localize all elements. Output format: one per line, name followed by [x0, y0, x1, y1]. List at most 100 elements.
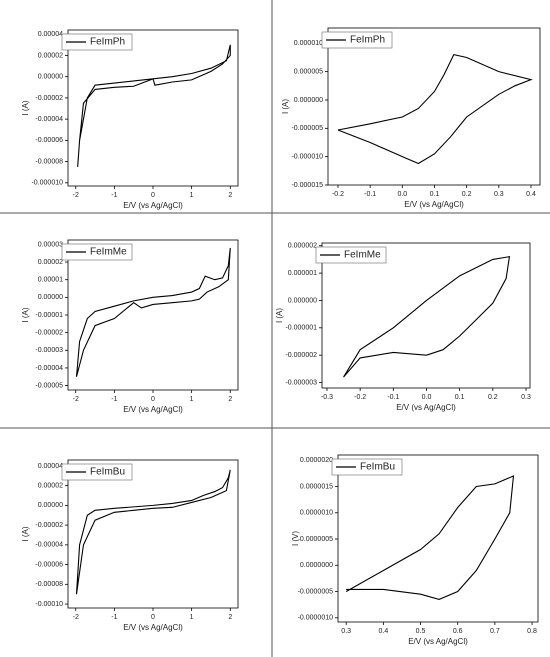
x-tick-label: 1 — [190, 396, 194, 403]
x-tick-label: 0.2 — [462, 191, 472, 198]
x-tick-label: -1 — [111, 192, 117, 199]
x-tick-label: 2 — [228, 396, 232, 403]
y-tick-label: -0.000010 — [31, 180, 63, 187]
y-tick-label: -0.00006 — [35, 561, 63, 568]
y-tick-label: -0.0000010 — [298, 615, 334, 622]
y-axis-label: I (A) — [21, 307, 30, 322]
x-tick-label: -2 — [73, 614, 79, 621]
y-tick-label: -0.000001 — [285, 325, 317, 332]
x-tick-label: -1 — [111, 396, 117, 403]
x-axis-label: E/V (vs Ag/AgCl) — [408, 637, 468, 646]
x-tick-label: -0.2 — [332, 191, 344, 198]
legend-label: FeImPh — [90, 37, 125, 48]
y-tick-label: -0.00002 — [35, 95, 63, 102]
y-tick-label: 0.00002 — [38, 482, 63, 489]
legend-box — [331, 458, 403, 476]
cv-curve — [75, 247, 231, 377]
x-axis-label: E/V (vs Ag/AgCl) — [123, 623, 183, 632]
y-tick-label: -0.0000005 — [298, 588, 334, 595]
plot-frame — [67, 459, 239, 609]
legend-label: FeImMe — [344, 250, 381, 261]
y-tick-label: -0.00001 — [35, 312, 63, 319]
legend-label: FeImBu — [90, 467, 125, 478]
x-tick-label: 0.0 — [422, 394, 432, 401]
y-tick-label: -0.00002 — [35, 522, 63, 529]
x-axis-label: E/V (vs Ag/AgCl) — [404, 200, 464, 209]
plot-frame — [67, 29, 239, 187]
y-axis-label: I (V) — [291, 531, 300, 546]
legend-box — [315, 246, 387, 264]
x-tick-label: 0.7 — [490, 628, 500, 635]
y-tick-label: 0.000000 — [294, 97, 323, 104]
y-tick-label: -0.00004 — [35, 365, 63, 372]
cv-curve — [77, 44, 231, 167]
x-tick-label: -2 — [73, 396, 79, 403]
x-tick-label: 0.3 — [494, 191, 504, 198]
y-axis-label: I (A) — [21, 100, 30, 115]
x-tick-label: -1 — [111, 614, 117, 621]
cv-curve — [337, 54, 533, 165]
x-axis-label: E/V (vs Ag/AgCl) — [123, 405, 183, 414]
y-tick-label: 0.0000020 — [300, 457, 333, 464]
legend-box — [321, 31, 393, 49]
y-tick-label: 0.000001 — [288, 270, 317, 277]
y-axis-label: I (A) — [281, 99, 290, 114]
x-tick-label: 0.1 — [430, 191, 440, 198]
y-tick-label: 0.00002 — [38, 259, 63, 266]
x-axis-label: E/V (vs Ag/AgCl) — [396, 403, 456, 412]
x-tick-label: -0.1 — [364, 191, 376, 198]
x-tick-label: 1 — [190, 192, 194, 199]
y-tick-label: 0.00004 — [38, 463, 63, 470]
x-tick-label: -0.3 — [321, 394, 333, 401]
x-tick-label: 2 — [228, 614, 232, 621]
y-tick-label: 0.00000 — [38, 74, 63, 81]
x-tick-label: -0.2 — [354, 394, 366, 401]
y-tick-label: -0.00004 — [35, 116, 63, 123]
legend-label: FeImBu — [360, 462, 395, 473]
x-tick-label: 0.1 — [455, 394, 465, 401]
cv-curve — [345, 475, 515, 600]
legend-box — [61, 33, 133, 51]
x-tick-label: -0.1 — [387, 394, 399, 401]
legend-label: FeImMe — [90, 247, 127, 258]
plot-frame — [321, 242, 531, 389]
y-tick-label: -0.00008 — [35, 158, 63, 165]
y-tick-label: -0.000015 — [291, 182, 323, 189]
x-tick-label: 2 — [228, 192, 232, 199]
x-tick-label: 0.3 — [341, 628, 351, 635]
y-tick-label: 0.000010 — [294, 40, 323, 47]
x-tick-label: 0.5 — [416, 628, 426, 635]
plot-frame — [337, 454, 539, 623]
y-tick-label: 0.00000 — [38, 294, 63, 301]
y-tick-label: -0.00010 — [35, 601, 63, 608]
y-tick-label: -0.00008 — [35, 581, 63, 588]
y-axis-label: I (A) — [275, 308, 284, 323]
plot-frame — [67, 239, 239, 391]
x-tick-label: 0.6 — [453, 628, 463, 635]
y-tick-label: 0.0000015 — [300, 483, 333, 490]
x-tick-label: 0.4 — [526, 191, 536, 198]
x-tick-label: 0 — [151, 192, 155, 199]
y-axis-label: I (A) — [21, 526, 30, 541]
x-tick-label: -2 — [73, 192, 79, 199]
cv-curve — [75, 469, 231, 595]
y-tick-label: 0.00004 — [38, 31, 63, 38]
plot-frame — [327, 27, 541, 186]
y-tick-label: -0.00005 — [35, 382, 63, 389]
y-tick-label: 0.0000000 — [300, 562, 333, 569]
cv-curve — [343, 256, 511, 378]
y-tick-label: 0.0000010 — [300, 510, 333, 517]
y-tick-label: 0.000005 — [294, 68, 323, 75]
y-tick-label: 0.0000005 — [300, 536, 333, 543]
x-axis-label: E/V (vs Ag/AgCl) — [123, 201, 183, 210]
x-tick-label: 0.2 — [488, 394, 498, 401]
y-tick-label: -0.000002 — [285, 352, 317, 359]
y-tick-label: -0.00004 — [35, 542, 63, 549]
y-tick-label: -0.000005 — [291, 125, 323, 132]
x-tick-label: 0.8 — [527, 628, 537, 635]
y-tick-label: -0.000010 — [291, 154, 323, 161]
legend-box — [61, 243, 133, 261]
y-tick-label: 0.00000 — [38, 502, 63, 509]
